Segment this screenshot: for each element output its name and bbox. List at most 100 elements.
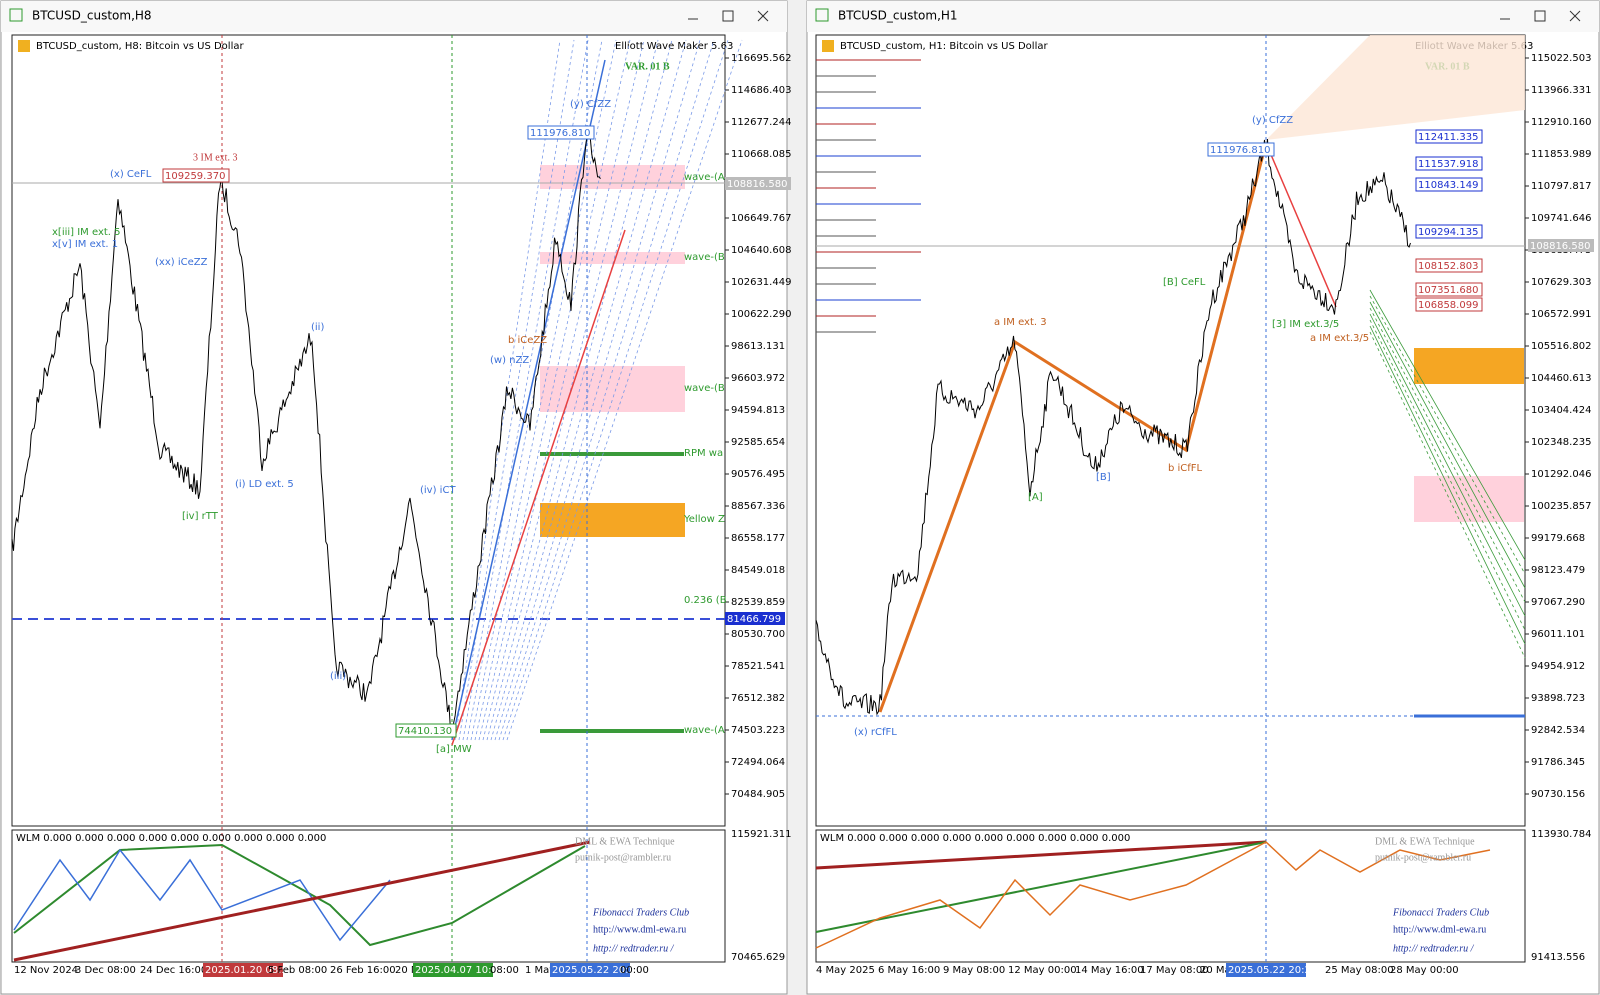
time-label: 14 May 16:00 — [1075, 965, 1144, 976]
annotation: wave-(B — [684, 252, 725, 263]
title-bar — [1, 1, 787, 32]
annotation: 109294.135 — [1418, 227, 1478, 238]
time-label: 26 Feb 16:00 — [330, 965, 396, 976]
price-label: 92585.654 — [731, 437, 785, 448]
channel — [451, 229, 626, 746]
annotation: (iv) iCT — [420, 485, 456, 496]
channel — [1369, 325, 1526, 645]
channel — [1369, 331, 1526, 659]
time-label: 2025.05.22 20:25 — [1228, 965, 1317, 976]
price-label: 114686.403 — [731, 85, 791, 96]
url: http:// redtrader.ru / — [1393, 943, 1475, 954]
time-label: 20 M — [395, 965, 420, 976]
zone — [540, 165, 685, 189]
time-highlight — [203, 963, 283, 977]
close-button[interactable] — [757, 10, 769, 22]
price-line — [11, 133, 601, 737]
price-label: 80530.700 — [731, 629, 785, 640]
price-label: 102348.235 — [1531, 437, 1591, 448]
annotation: Yellow Z — [683, 514, 725, 525]
price-label: 94594.813 — [731, 405, 785, 416]
price-label: 86558.177 — [731, 533, 785, 544]
price-label: 116695.562 — [731, 53, 791, 64]
price-label: 78521.541 — [731, 661, 785, 672]
annotation: 112411.335 — [1418, 132, 1478, 143]
price-label: 111853.989 — [1531, 149, 1591, 160]
annotation: 111976.810 — [1210, 145, 1270, 156]
url: http:// redtrader.ru / — [593, 943, 675, 954]
annotation-box — [527, 125, 595, 140]
time-highlight — [1226, 963, 1306, 977]
technique: DML & EWA Technique — [575, 836, 675, 847]
price-label: 100235.857 — [1531, 501, 1591, 512]
price-label: 112910.160 — [1531, 117, 1591, 128]
price-label: 98613.131 — [731, 341, 785, 352]
price-label: 91786.345 — [1531, 757, 1585, 768]
indicator-line — [815, 841, 1267, 933]
annotation: [B] — [1096, 472, 1111, 483]
icon — [722, 10, 734, 22]
annotation-box — [1528, 239, 1594, 252]
annotation: 108816.580 — [1530, 241, 1590, 252]
fan-line — [494, 39, 701, 741]
annotation-box — [1415, 177, 1483, 192]
technique: DML & EWA Technique — [1375, 836, 1475, 847]
chart-area — [11, 34, 726, 827]
price-label: 96603.972 — [731, 373, 785, 384]
channel — [1369, 295, 1526, 575]
fan-line — [454, 39, 561, 741]
price-label: 93898.723 — [1531, 693, 1585, 704]
time-label: 20 May — [1200, 965, 1237, 976]
channel — [451, 59, 606, 741]
maximize-button[interactable] — [1534, 10, 1546, 22]
annotation-box — [1415, 282, 1483, 297]
time-label: 17 May 08:00 — [1140, 965, 1209, 976]
annotation-box — [1415, 297, 1483, 312]
annotation: 106858.099 — [1418, 300, 1478, 311]
window-title: BTCUSD_custom,H1 — [838, 9, 958, 23]
annotation: (w) nZZ — [490, 355, 529, 366]
time-highlight — [550, 963, 630, 977]
maximize-button[interactable] — [722, 10, 734, 22]
price-label: 102631.449 — [731, 277, 791, 288]
price-label: 88567.336 — [731, 501, 785, 512]
price-label: 74503.223 — [731, 725, 785, 736]
time-label: 12 May 00:00 — [1008, 965, 1077, 976]
annotation: a IM ext.3/5 — [1310, 333, 1369, 344]
time-label: 08:00 — [490, 965, 519, 976]
annotation-box — [162, 168, 230, 183]
channel — [1369, 289, 1526, 561]
annotation-box — [395, 723, 457, 738]
annotation: b iCfFL — [1168, 463, 1203, 474]
window-title: BTCUSD_custom,H8 — [32, 9, 152, 23]
annotation: x[iii] IM ext. 5 — [52, 227, 121, 238]
price-label: 100622.290 — [731, 309, 791, 320]
time-label: 2025.04.07 10:04 — [415, 965, 504, 976]
annotation: [A] — [1028, 492, 1043, 503]
time-label: 12 Nov 2024 — [14, 965, 78, 976]
price-label: 76512.382 — [731, 693, 785, 704]
indicator-label: WLM 0.000 0.000 0.000 0.000 0.000 0.000 … — [820, 833, 1130, 844]
price-label: 90730.156 — [1531, 789, 1585, 800]
close-button[interactable] — [1569, 10, 1581, 22]
price-label: 106649.767 — [731, 213, 791, 224]
channel — [1369, 313, 1526, 617]
annotation-box — [725, 177, 791, 190]
price-label: 72494.064 — [731, 757, 785, 768]
annotation-box — [1207, 142, 1275, 157]
price-label: 110668.085 — [731, 149, 791, 160]
annotation: x[v] IM ext. 1 — [52, 239, 118, 250]
annotation: 74410.130 — [398, 726, 452, 737]
price-line — [815, 139, 1411, 716]
email: putnik-post@rambler.ru — [1375, 852, 1471, 863]
price-label: 113966.331 — [1531, 85, 1591, 96]
annotation: wave-(B — [684, 383, 725, 394]
fan-line — [486, 39, 673, 741]
icon — [1534, 10, 1546, 22]
annotation: [a] MW — [436, 744, 472, 755]
annotation: 0.236 (B — [684, 595, 727, 606]
price-label: 112677.244 — [731, 117, 791, 128]
club: Fibonacci Traders Club — [592, 907, 689, 918]
time-label: 25 May 08:00 — [1325, 965, 1394, 976]
tool-name: Elliott Wave Maker 5.63 — [615, 41, 733, 52]
